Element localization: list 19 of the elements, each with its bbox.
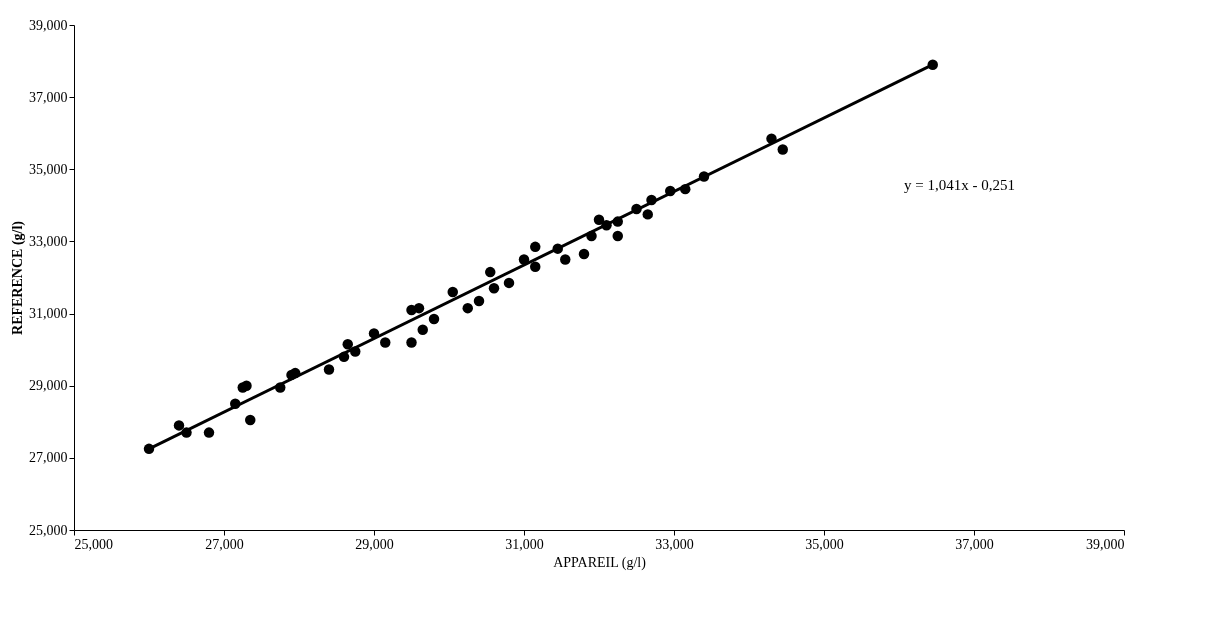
y-tick-label: 29,000 xyxy=(29,378,68,394)
annotation: y = 1,041x - 0,251 xyxy=(904,177,1015,193)
y-axis-title: REFERENCE (g/l) xyxy=(10,220,26,335)
x-tick-label: 39,000 xyxy=(1086,536,1125,552)
x-tick-label: 35,000 xyxy=(805,536,844,552)
x-tick-label: 31,000 xyxy=(505,536,544,552)
x-tick-label: 37,000 xyxy=(955,536,994,552)
x-tick-label: 25,000 xyxy=(74,536,113,552)
x-tick-label: 33,000 xyxy=(655,536,694,552)
y-tick-label: 35,000 xyxy=(29,161,68,177)
y-tick-label: 33,000 xyxy=(29,233,68,249)
x-axis-title: APPAREIL (g/l) xyxy=(553,554,647,571)
y-tick-label: 39,000 xyxy=(29,17,68,33)
x-tick-label: 27,000 xyxy=(205,536,244,552)
y-tick-label: 31,000 xyxy=(29,306,68,322)
y-tick-label: 25,000 xyxy=(29,522,68,538)
y-tick-label: 27,000 xyxy=(29,450,68,466)
y-tick-label: 37,000 xyxy=(29,89,68,105)
x-tick-label: 29,000 xyxy=(355,536,394,552)
